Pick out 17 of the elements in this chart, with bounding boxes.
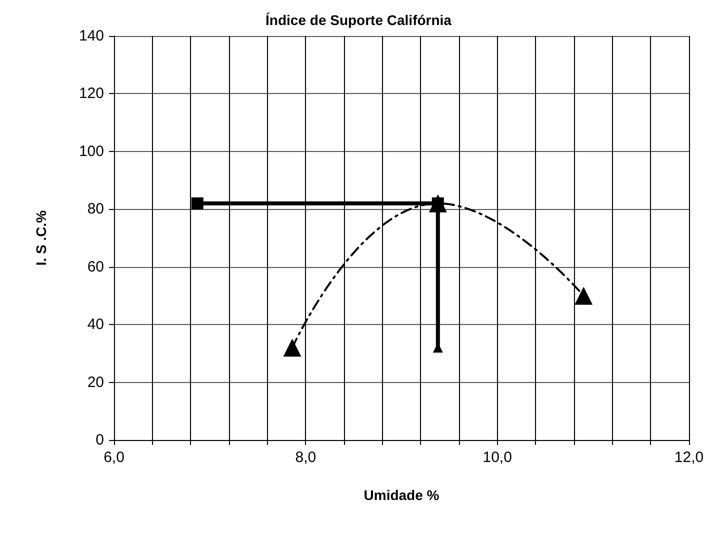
x-tick-label: 10,0 xyxy=(482,449,512,466)
y-tick-label: 40 xyxy=(87,316,104,334)
y-tick-label: 20 xyxy=(87,374,104,391)
y-tick-label: 100 xyxy=(78,142,104,160)
x-tick-label: 8,0 xyxy=(295,449,316,466)
y-tick-label: 80 xyxy=(87,200,104,218)
point xyxy=(283,338,302,357)
y-tick-label: 60 xyxy=(87,258,104,276)
y-tick-label: 120 xyxy=(78,85,104,102)
point xyxy=(574,286,593,305)
x-axis-title: Umidade % xyxy=(364,487,440,503)
chart-title: Índice de Suporte Califórnia xyxy=(266,12,452,28)
y-tick-label: 0 xyxy=(96,432,104,448)
x-tick-label: 12,0 xyxy=(674,449,704,466)
x-tick-label: 6,0 xyxy=(104,449,124,466)
y-tick-label: 140 xyxy=(78,28,104,44)
y-axis-title: I. S .C.% xyxy=(33,210,49,266)
